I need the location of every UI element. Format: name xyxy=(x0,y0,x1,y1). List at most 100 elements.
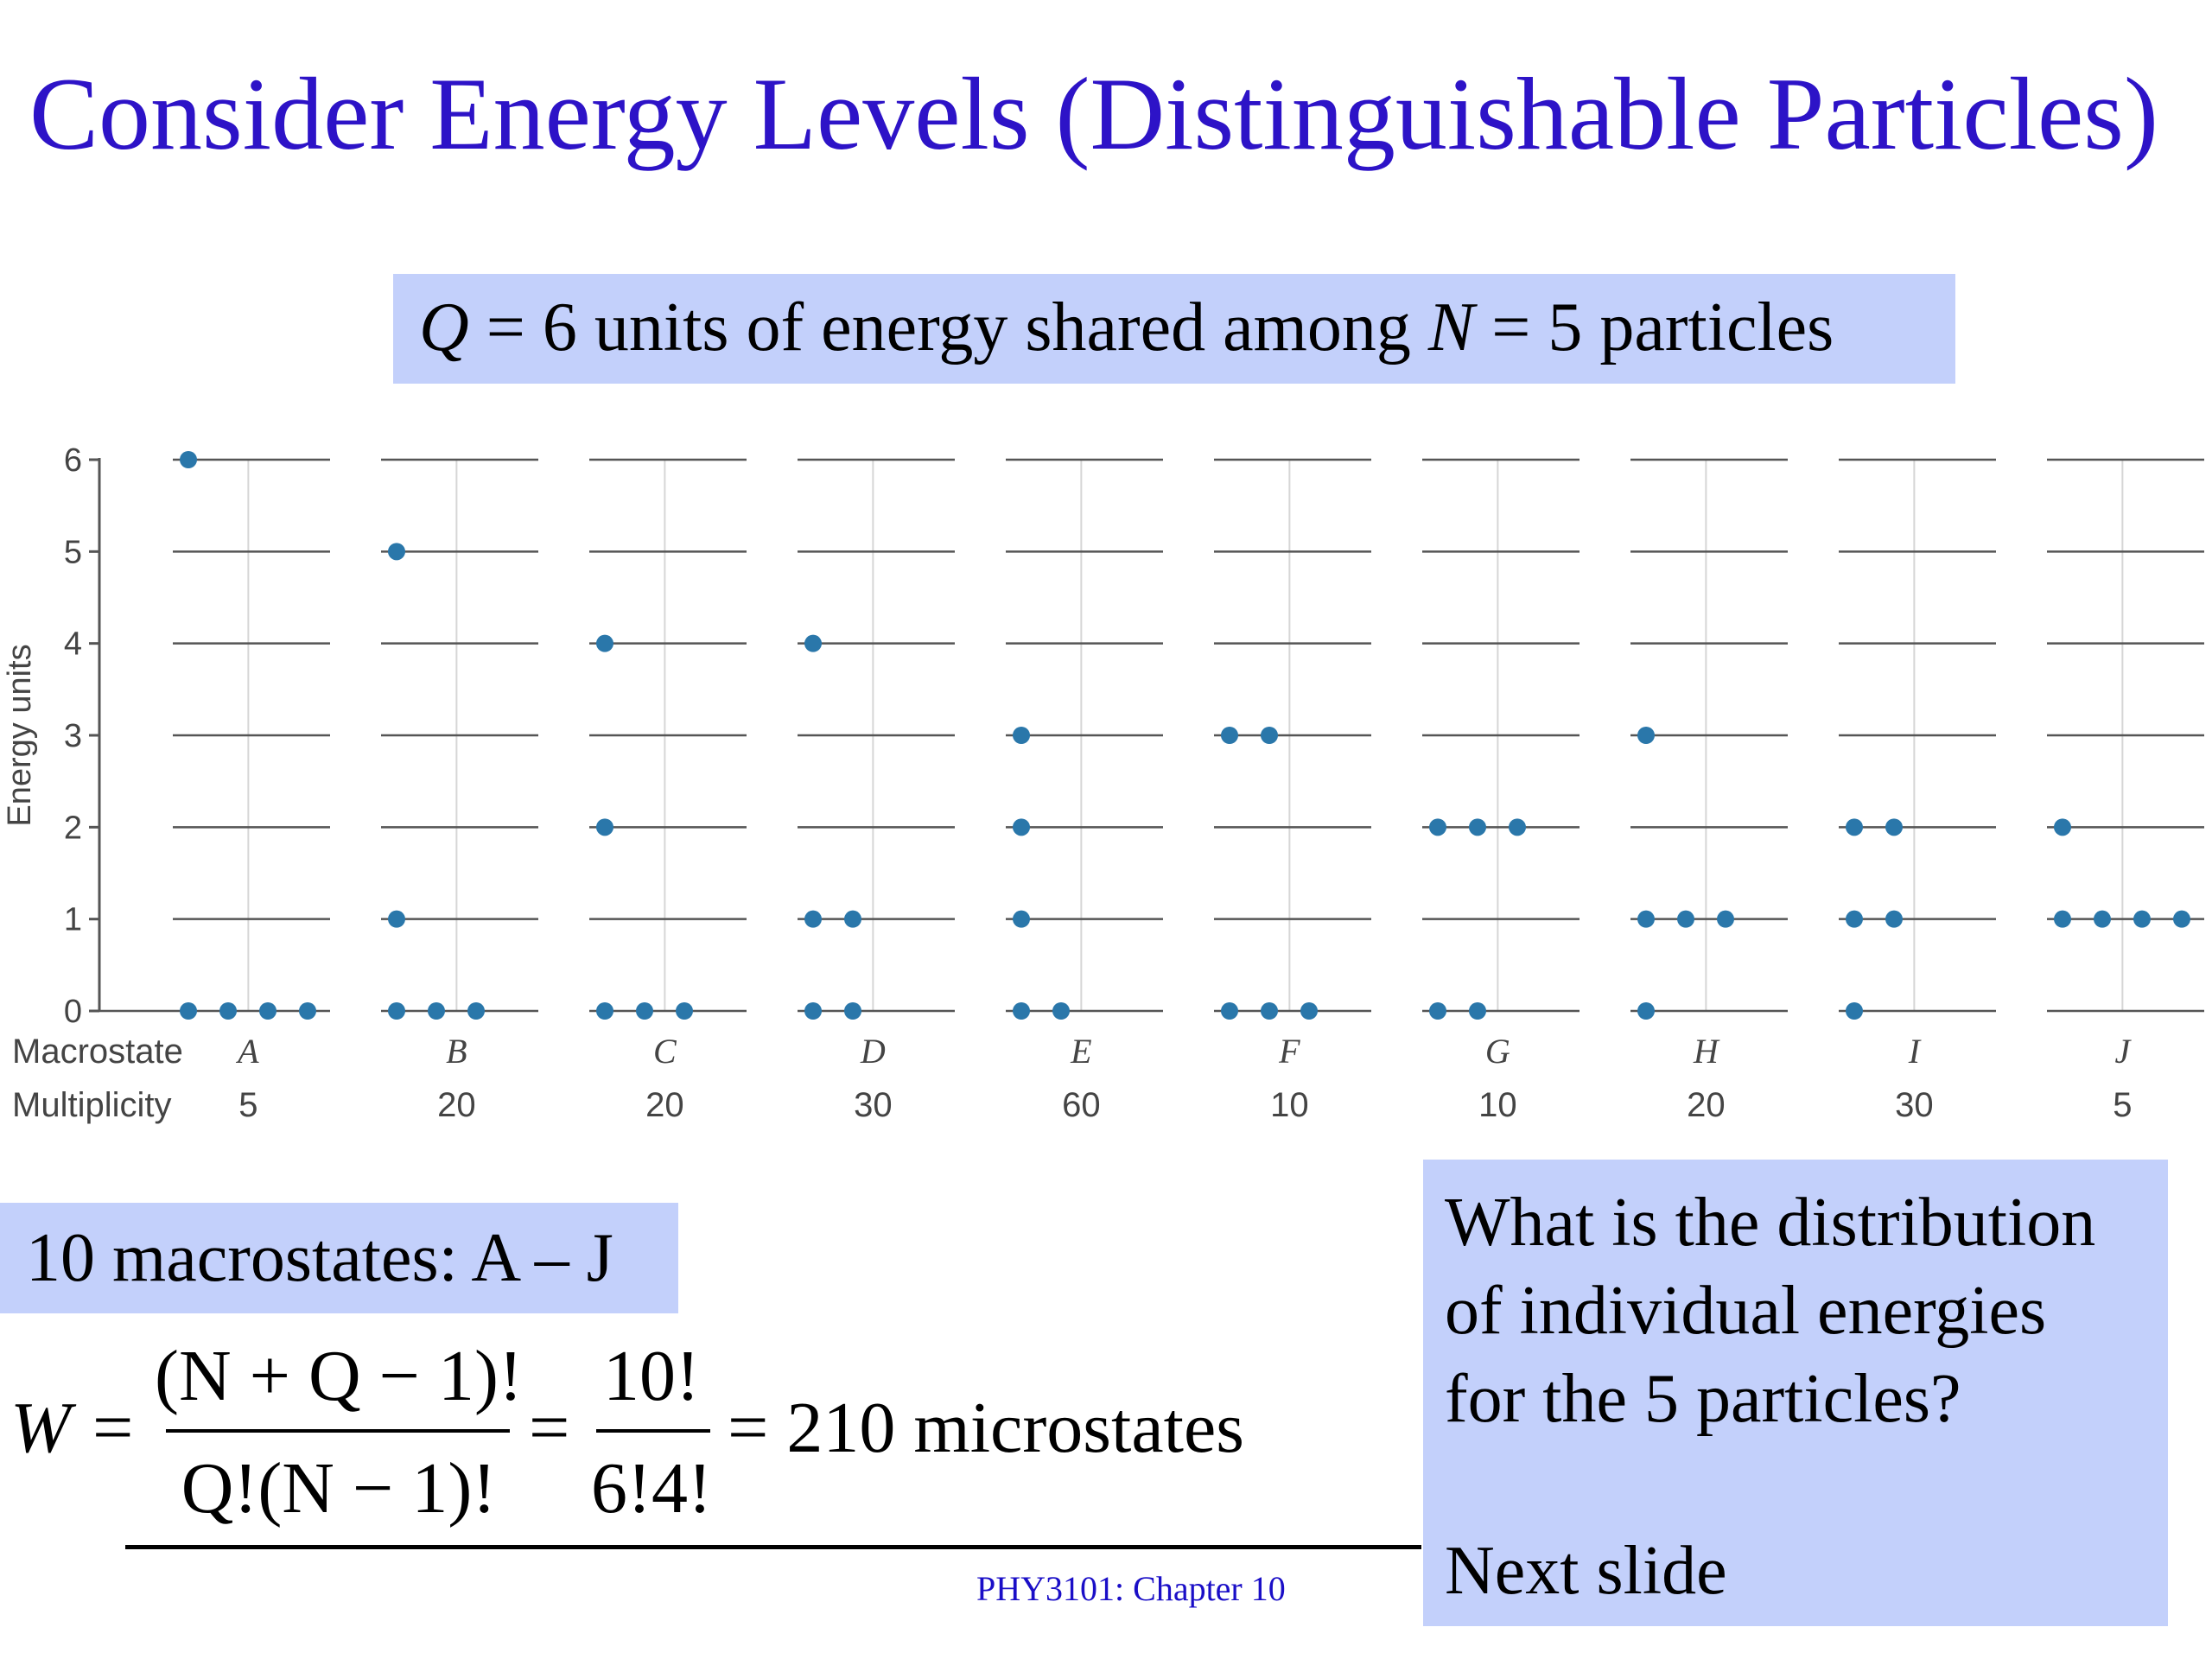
subtitle-part1: = 6 units of energy shared among xyxy=(468,289,1428,365)
subtitle-q: Q xyxy=(419,289,469,365)
particle-dot xyxy=(180,1002,197,1020)
particle-dot xyxy=(2094,910,2111,928)
macrostate-label: J xyxy=(2114,1032,2132,1071)
particle-dot xyxy=(299,1002,316,1020)
particle-dot xyxy=(844,1002,861,1020)
y-tick-label: 1 xyxy=(64,902,82,938)
particle-dot xyxy=(804,1002,822,1020)
particle-dot xyxy=(2054,910,2071,928)
particle-dot xyxy=(804,910,822,928)
particle-dot xyxy=(596,634,613,652)
formula-denominator-2: 6!4! xyxy=(591,1448,712,1529)
subtitle-part2: = 5 particles xyxy=(1474,289,1834,365)
particle-dot xyxy=(676,1002,693,1020)
macrostate-label: G xyxy=(1485,1032,1510,1071)
particle-dot xyxy=(844,910,861,928)
y-axis-label: Energy units xyxy=(2,644,38,826)
y-tick-label: 6 xyxy=(64,442,82,479)
footer-text: PHY3101: Chapter 10 xyxy=(976,1569,1286,1608)
multiplicity-formula: W = (N + Q − 1)! Q!(N − 1)! = 10! 6!4! =… xyxy=(10,1336,1244,1529)
particle-dot xyxy=(1717,910,1734,928)
multiplicity-label: 10 xyxy=(1478,1086,1517,1124)
particle-dot xyxy=(1052,1002,1070,1020)
particle-dot xyxy=(1221,727,1238,744)
particle-dot xyxy=(1261,727,1278,744)
particle-dot xyxy=(2173,910,2190,928)
macrostate-row-label: Macrostate xyxy=(12,1033,183,1071)
particle-dot xyxy=(1637,910,1655,928)
y-tick-label: 4 xyxy=(64,626,82,663)
macrostate-label: A xyxy=(235,1032,259,1071)
particle-dot xyxy=(804,634,822,652)
macrostate-label: B xyxy=(446,1032,467,1071)
y-tick-label: 3 xyxy=(64,718,82,754)
particle-dot xyxy=(1637,1002,1655,1020)
particle-dot xyxy=(1885,910,1903,928)
multiplicity-label: 20 xyxy=(437,1086,476,1124)
formula-denominator-1: Q!(N − 1)! xyxy=(181,1448,497,1529)
particle-dot xyxy=(180,451,197,468)
energy-levels-chart: 0 1 2 3 4 5 6 Energy units A 5 B 20 C 20 D 30 E 60 F 10 G 10 H… xyxy=(2,442,2204,1124)
y-tick-label: 0 xyxy=(64,994,82,1030)
multiplicity-label: 5 xyxy=(238,1086,257,1124)
y-tick-label: 5 xyxy=(64,534,82,570)
particle-dot xyxy=(596,818,613,836)
particle-dot xyxy=(1261,1002,1278,1020)
macrostate-label: I xyxy=(1908,1032,1922,1071)
formula-lhs: W xyxy=(10,1388,77,1468)
multiplicity-label: 60 xyxy=(1062,1086,1101,1124)
macrostate-label: C xyxy=(653,1032,677,1071)
subtitle: Q = 6 units of energy shared among N = 5… xyxy=(419,289,1834,365)
particle-dot xyxy=(1013,910,1030,928)
particle-dot xyxy=(388,543,405,561)
multiplicity-label: 30 xyxy=(1895,1086,1934,1124)
particle-dot xyxy=(1429,818,1446,836)
macrostates-box: 10 macrostates: A – J xyxy=(0,1203,678,1313)
subtitle-n: N xyxy=(1427,289,1475,365)
particle-dot xyxy=(1637,727,1655,744)
particle-dot xyxy=(2054,818,2071,836)
formula-eq2: = xyxy=(529,1388,569,1468)
multiplicity-label: 20 xyxy=(1687,1086,1726,1124)
multiplicity-label: 20 xyxy=(645,1086,684,1124)
particle-dot xyxy=(259,1002,276,1020)
subtitle-box: Q = 6 units of energy shared among N = 5… xyxy=(393,274,1955,384)
particle-dot xyxy=(596,1002,613,1020)
question-box: What is the distribution of individual e… xyxy=(1423,1160,2168,1626)
particle-dot xyxy=(1221,1002,1238,1020)
multiplicity-label: 10 xyxy=(1270,1086,1309,1124)
macrostate-label: F xyxy=(1278,1032,1300,1071)
formula-numerator-1: (N + Q − 1)! xyxy=(155,1336,523,1416)
particle-dot xyxy=(1469,818,1486,836)
footer-rule xyxy=(125,1545,1421,1549)
y-tick-label: 2 xyxy=(64,810,82,846)
formula-eq1: = xyxy=(92,1388,133,1468)
particle-dot xyxy=(388,1002,405,1020)
particle-dot xyxy=(1885,818,1903,836)
particle-dot xyxy=(428,1002,445,1020)
macrostate-label: H xyxy=(1693,1032,1720,1071)
particle-dot xyxy=(219,1002,237,1020)
multiplicity-label: 30 xyxy=(854,1086,893,1124)
particle-dot xyxy=(388,910,405,928)
page-title: Consider Energy Levels (Distinguishable … xyxy=(29,56,2158,171)
particle-dot xyxy=(1469,1002,1486,1020)
particle-dot xyxy=(1300,1002,1318,1020)
particle-dot xyxy=(1846,818,1863,836)
particle-dot xyxy=(1846,1002,1863,1020)
formula-numerator-2: 10! xyxy=(603,1336,700,1416)
macrostate-label: D xyxy=(860,1032,886,1071)
multiplicity-row-label: Multiplicity xyxy=(12,1086,171,1124)
next-slide-text: Next slide xyxy=(1445,1533,1727,1609)
macrostates-text: 10 macrostates: A – J xyxy=(26,1220,613,1296)
particle-dot xyxy=(1429,1002,1446,1020)
particle-dot xyxy=(1013,1002,1030,1020)
particle-dot xyxy=(2133,910,2151,928)
particle-dot xyxy=(1846,910,1863,928)
macrostate-label: E xyxy=(1070,1032,1091,1071)
particle-dot xyxy=(467,1002,485,1020)
particle-dot xyxy=(1013,727,1030,744)
particle-dot xyxy=(1677,910,1694,928)
multiplicity-label: 5 xyxy=(2113,1086,2132,1124)
formula-result: = 210 microstates xyxy=(728,1388,1244,1468)
